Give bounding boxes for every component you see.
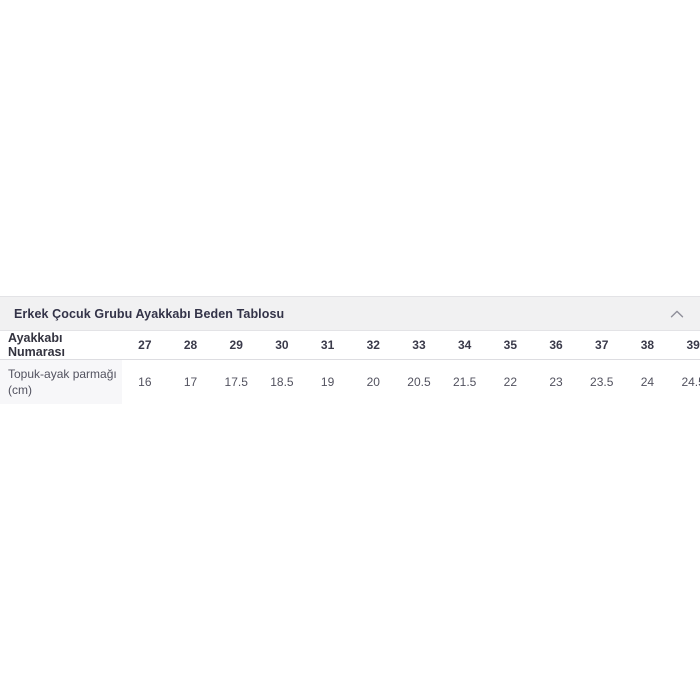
size-cell: 29 <box>213 331 260 360</box>
length-cell: 22 <box>503 374 518 389</box>
size-table-container: Ayakkabı Numarası 27 28 29 30 31 32 33 3… <box>0 331 700 404</box>
size-cell: 36 <box>533 331 579 360</box>
row-header-shoe-number: Ayakkabı Numarası <box>0 331 122 360</box>
length-cell: 18.5 <box>270 374 294 389</box>
chevron-up-icon[interactable] <box>670 310 686 318</box>
length-cell: 24 <box>640 374 655 389</box>
size-cell: 39 <box>670 331 700 360</box>
size-table: Ayakkabı Numarası 27 28 29 30 31 32 33 3… <box>0 331 700 404</box>
accordion-header[interactable]: Erkek Çocuk Grubu Ayakkabı Beden Tablosu <box>0 296 700 331</box>
table-row-heel-toe-length: Topuk-ayak parmağı (cm) 16 17 17.5 18.5 … <box>0 359 700 404</box>
size-cell: 34 <box>441 331 488 360</box>
size-cell: 37 <box>578 331 625 360</box>
length-cell: 23 <box>549 374 563 389</box>
size-cell: 33 <box>396 331 442 360</box>
size-cell: 27 <box>122 331 168 360</box>
size-cell: 28 <box>167 331 214 360</box>
row-header-heel-toe-line1: Topuk-ayak parmağı <box>8 366 117 381</box>
length-cell: 16 <box>138 374 152 389</box>
row-header-heel-toe: Topuk-ayak parmağı (cm) <box>0 359 122 404</box>
length-cell: 20.5 <box>407 374 431 389</box>
size-cell: 30 <box>259 331 305 360</box>
length-cell: 21.5 <box>452 374 477 389</box>
length-cell: 20 <box>366 374 380 389</box>
length-cell: 19 <box>320 374 335 389</box>
accordion-title: Erkek Çocuk Grubu Ayakkabı Beden Tablosu <box>14 306 285 321</box>
size-cell: 35 <box>487 331 534 360</box>
size-cell: 32 <box>350 331 397 360</box>
table-row-shoe-sizes: Ayakkabı Numarası 27 28 29 30 31 32 33 3… <box>0 331 700 360</box>
length-cell: 24.5 <box>681 374 700 389</box>
size-cell: 38 <box>624 331 671 360</box>
size-cell: 31 <box>304 331 351 360</box>
length-cell: 23.5 <box>590 374 614 389</box>
length-cell: 17.5 <box>224 374 248 389</box>
row-header-heel-toe-line2: (cm) <box>8 382 32 397</box>
size-chart-accordion: Erkek Çocuk Grubu Ayakkabı Beden Tablosu… <box>0 296 700 404</box>
length-cell: 17 <box>183 374 198 389</box>
